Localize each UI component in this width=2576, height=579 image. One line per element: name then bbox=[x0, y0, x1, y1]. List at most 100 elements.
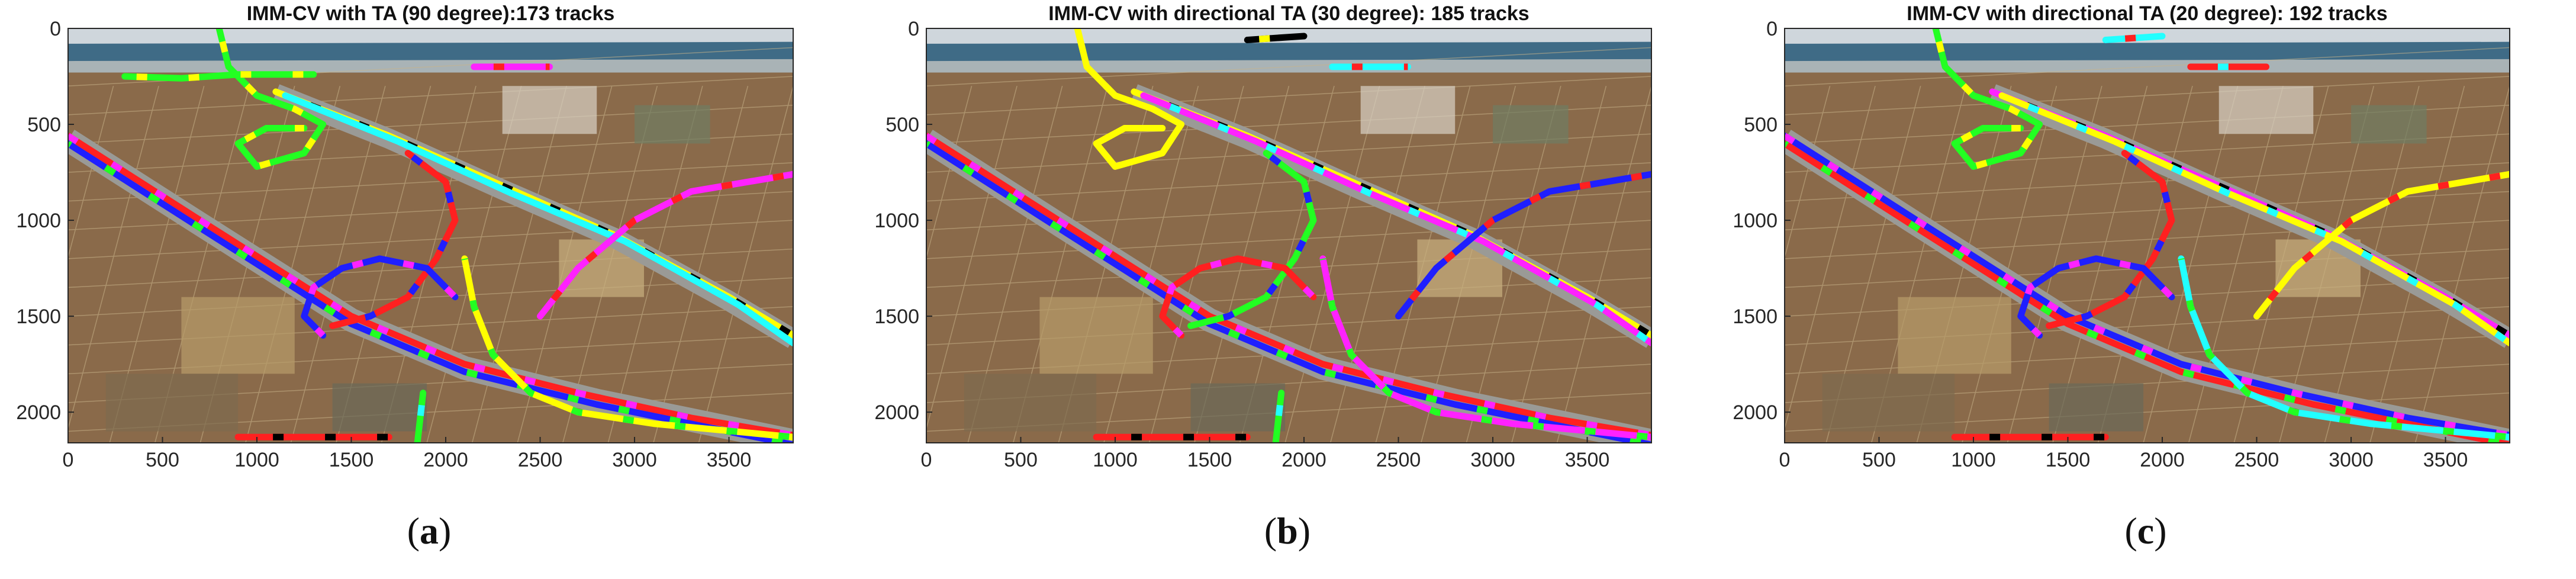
x-tick-label: 500 bbox=[1004, 449, 1038, 471]
track bbox=[1998, 92, 2510, 346]
y-tick-label: 1500 bbox=[16, 305, 61, 328]
x-tick-label: 1000 bbox=[1093, 449, 1138, 471]
y-tick-label: 2000 bbox=[16, 401, 61, 424]
x-tick-label: 2000 bbox=[423, 449, 468, 471]
x-tick-label: 1000 bbox=[1951, 449, 1996, 471]
field-patch bbox=[1493, 105, 1569, 144]
track-segment bbox=[1190, 150, 1317, 329]
track bbox=[1272, 390, 1285, 443]
x-tick-label: 0 bbox=[1779, 449, 1791, 471]
field-patch bbox=[964, 374, 1097, 432]
track-segment bbox=[537, 171, 793, 319]
track bbox=[1244, 33, 1308, 43]
x-tick-label: 2500 bbox=[518, 449, 563, 471]
y-tick-label: 500 bbox=[27, 114, 61, 136]
y-tick-label: 500 bbox=[886, 114, 919, 136]
track bbox=[414, 390, 427, 443]
track-segment bbox=[68, 133, 793, 439]
x-tick-label: 2000 bbox=[1281, 449, 1326, 471]
x-tick-label: 500 bbox=[146, 449, 179, 471]
y-tick-label: 1000 bbox=[874, 210, 919, 232]
x-tick-label: 1500 bbox=[1187, 449, 1232, 471]
chart-c: IMM-CV with directional TA (20 degree): … bbox=[1733, 2, 2510, 471]
panel-label-a: (a) bbox=[407, 510, 452, 552]
y-tick-label: 1500 bbox=[874, 305, 919, 328]
x-tick-label: 3500 bbox=[2423, 449, 2468, 471]
x-tick-label: 2000 bbox=[2140, 449, 2185, 471]
x-tick-label: 0 bbox=[63, 449, 74, 471]
axes-frame bbox=[67, 28, 794, 443]
track bbox=[121, 71, 317, 82]
track-segment bbox=[2178, 258, 2510, 440]
field-patch bbox=[635, 105, 710, 144]
x-tick-label: 2500 bbox=[1376, 449, 1421, 471]
x-tick-label: 2500 bbox=[2234, 449, 2279, 471]
river bbox=[68, 41, 793, 62]
track bbox=[1159, 255, 1317, 339]
y-tick-label: 1000 bbox=[16, 210, 61, 232]
field-patch bbox=[2351, 105, 2427, 144]
panel-label-b: (b) bbox=[1264, 510, 1311, 552]
track-segment bbox=[1074, 28, 1186, 171]
x-tick-label: 0 bbox=[921, 449, 932, 471]
track-segment bbox=[1932, 28, 2044, 171]
y-tick-label: 1000 bbox=[1733, 210, 1778, 232]
track-segment bbox=[2254, 171, 2510, 319]
panel-label-c: (c) bbox=[2124, 510, 2167, 552]
field-patch bbox=[502, 86, 597, 134]
chart-title: IMM-CV with directional TA (30 degree): … bbox=[1048, 2, 1529, 25]
field-patch bbox=[105, 374, 239, 432]
field-patch bbox=[1190, 383, 1286, 432]
field-patch bbox=[1360, 86, 1456, 134]
river bbox=[1785, 41, 2510, 62]
track-segment bbox=[926, 133, 1651, 439]
track bbox=[301, 255, 459, 339]
x-tick-label: 3000 bbox=[1470, 449, 1515, 471]
track bbox=[1785, 140, 2510, 443]
river bbox=[926, 41, 1651, 62]
x-tick-label: 1000 bbox=[234, 449, 279, 471]
field-patch bbox=[1822, 374, 1955, 432]
chart-title: IMM-CV with directional TA (20 degree): … bbox=[1907, 2, 2387, 25]
track bbox=[282, 92, 793, 346]
track-segment bbox=[215, 28, 328, 171]
field-patch bbox=[1898, 297, 2011, 374]
panel-b: IMM-CV with directional TA (30 degree): … bbox=[858, 0, 1717, 579]
aerial-photo-background bbox=[1785, 28, 2510, 443]
y-tick-label: 0 bbox=[908, 18, 919, 40]
chart-a: IMM-CV with TA (90 degree):173 tracks 0 50… bbox=[16, 2, 794, 471]
panel-c: IMM-CV with directional TA (20 degree): … bbox=[1717, 0, 2575, 579]
field-patch bbox=[181, 297, 295, 374]
x-tick-label: 3000 bbox=[612, 449, 657, 471]
track-segment bbox=[2048, 150, 2175, 329]
chart-title: IMM-CV with TA (90 degree):173 tracks bbox=[247, 2, 615, 25]
x-tick-label: 1500 bbox=[329, 449, 374, 471]
x-tick-label: 1500 bbox=[2046, 449, 2091, 471]
x-tick-label: 3500 bbox=[707, 449, 752, 471]
axes-frame bbox=[926, 28, 1652, 443]
x-tick-label: 3500 bbox=[1565, 449, 1610, 471]
y-tick-label: 1500 bbox=[1733, 305, 1778, 328]
y-tick-label: 500 bbox=[1744, 114, 1778, 136]
y-tick-label: 2000 bbox=[874, 401, 919, 424]
track bbox=[68, 140, 793, 443]
aerial-photo-background bbox=[926, 28, 1651, 443]
track-segment bbox=[461, 258, 793, 440]
track bbox=[2017, 255, 2175, 339]
track bbox=[926, 140, 1651, 443]
track-segment bbox=[331, 150, 459, 329]
aerial-photo-background bbox=[68, 28, 793, 443]
track-segment bbox=[1319, 258, 1651, 440]
field-patch bbox=[2049, 383, 2144, 432]
field-patch bbox=[332, 383, 427, 432]
field-patch bbox=[1039, 297, 1153, 374]
y-tick-label: 0 bbox=[50, 18, 61, 40]
track-segment bbox=[1396, 171, 1651, 319]
y-tick-label: 0 bbox=[1766, 18, 1778, 40]
x-tick-label: 500 bbox=[1862, 449, 1896, 471]
track-segment bbox=[1785, 133, 2510, 439]
track bbox=[1140, 92, 1651, 346]
panel-a: IMM-CV with TA (90 degree):173 tracks 0 50… bbox=[0, 0, 858, 579]
track-segment bbox=[2105, 33, 2163, 43]
y-tick-label: 2000 bbox=[1733, 401, 1778, 424]
